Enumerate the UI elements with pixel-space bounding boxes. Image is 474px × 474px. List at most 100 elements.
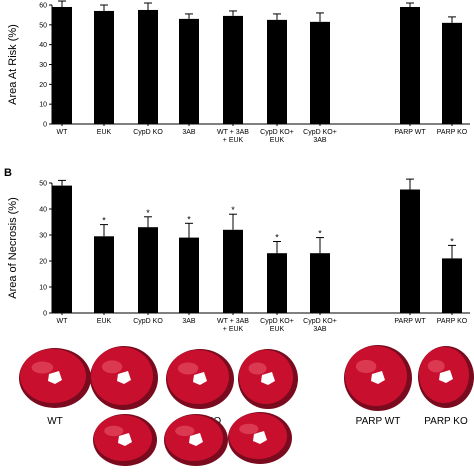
heart-section-image — [93, 414, 157, 466]
x-category-label-line: CypD KO — [133, 318, 163, 325]
panel-b-area-of-necrosis-chart: B 0 10 20 30 40 50 Area of Necrosis (%) * * * * * * * W… — [4, 167, 470, 333]
x-category-label: CypD KO — [133, 318, 163, 325]
x-category-label: PARP WT — [394, 318, 426, 325]
y-tick-label: 40 — [39, 207, 47, 214]
x-category-label: CypD KO+ EUK — [260, 129, 294, 144]
x-category-label-line: CypD KO — [133, 129, 163, 136]
x-category-label-line: EUK — [270, 137, 285, 144]
heart-section-image — [418, 346, 474, 408]
y-axis-label: Area At Risk (%) — [7, 24, 19, 105]
x-category-label: 3AB — [182, 318, 196, 325]
y-tick-label: 0 — [43, 311, 47, 318]
bar — [179, 237, 199, 313]
heart-cavity — [253, 431, 267, 444]
heart-image-label: WT — [47, 416, 63, 427]
bar — [52, 185, 72, 313]
bar — [442, 22, 462, 125]
panel-label: B — [4, 167, 12, 179]
heart-cavity — [48, 371, 62, 384]
heart-cavity — [371, 371, 385, 384]
heart-section-image — [166, 349, 234, 409]
x-category-label-line: PARP WT — [394, 129, 426, 136]
x-category-label: WT + 3AB + EUK — [217, 318, 249, 333]
bar — [138, 227, 158, 313]
y-tick-label: 20 — [39, 82, 47, 89]
x-category-label: EUK — [97, 129, 112, 136]
x-category-label-line: EUK — [97, 129, 112, 136]
heart-cavity — [117, 371, 131, 384]
heart-section-image — [90, 346, 158, 410]
x-category-label: EUK — [97, 318, 112, 325]
bar — [179, 18, 199, 125]
y-tick-label: 30 — [39, 233, 47, 240]
x-category-label: CypD KO — [133, 129, 163, 136]
x-category-label-line: 3AB — [182, 129, 196, 136]
significance-marker: * — [102, 216, 106, 226]
x-category-label: CypD KO+ 3AB — [303, 318, 337, 333]
x-category-label: PARP KO — [437, 129, 468, 136]
x-category-label-line: PARP KO — [437, 318, 468, 325]
significance-marker: * — [146, 208, 150, 218]
heart-highlight — [175, 425, 195, 437]
x-category-label-line: CypD KO+ — [260, 318, 294, 325]
bar — [310, 253, 330, 313]
bar — [52, 6, 72, 125]
bar — [442, 258, 462, 313]
x-category-label: PARP WT — [394, 129, 426, 136]
bar — [267, 19, 287, 124]
heart-cavity — [118, 433, 132, 446]
heart-section-image — [19, 348, 91, 408]
x-category-label: 3AB — [182, 129, 196, 136]
heart-image-label: PARP WT — [356, 416, 401, 427]
heart-section-image — [228, 412, 292, 464]
x-category-label-line: 3AB — [182, 318, 196, 325]
x-category-label-line: WT + 3AB — [217, 318, 249, 325]
heart-highlight — [239, 423, 259, 435]
significance-marker: * — [187, 214, 191, 224]
bar — [267, 253, 287, 313]
bar — [223, 229, 243, 313]
x-category-label-line: CypD KO+ — [260, 129, 294, 136]
y-tick-label: 60 — [39, 3, 47, 10]
bar — [310, 21, 330, 124]
y-tick-label: 20 — [39, 259, 47, 266]
heart-section-image — [238, 349, 298, 409]
heart-cavity — [439, 370, 453, 383]
y-tick-label: 40 — [39, 42, 47, 49]
x-category-label-line: EUK — [97, 318, 112, 325]
y-tick-label: 30 — [39, 62, 47, 69]
x-category-label-line: CypD KO+ — [303, 129, 337, 136]
significance-marker: * — [450, 236, 454, 246]
x-category-label: WT + 3AB + EUK — [217, 129, 249, 144]
x-category-label-line: PARP WT — [394, 318, 426, 325]
heart-cavity — [261, 372, 275, 385]
x-category-label-line: WT — [57, 129, 69, 136]
significance-marker: * — [318, 229, 322, 239]
y-tick-label: 0 — [43, 122, 47, 129]
bar — [400, 189, 420, 313]
significance-marker: * — [231, 205, 235, 215]
heart-section-image — [164, 414, 228, 466]
x-category-label-line: + EUK — [223, 326, 244, 333]
y-tick-label: 50 — [39, 22, 47, 29]
x-category-label: WT — [57, 318, 69, 325]
x-category-label: CypD KO+ EUK — [260, 318, 294, 333]
x-category-label: WT — [57, 129, 69, 136]
heart-cavity — [189, 433, 203, 446]
x-category-label-line: WT — [57, 318, 69, 325]
x-category-label-line: CypD KO+ — [303, 318, 337, 325]
x-category-label-line: EUK — [270, 326, 285, 333]
x-category-label-line: 3AB — [313, 137, 327, 144]
heart-cavity — [193, 372, 207, 385]
y-tick-label: 50 — [39, 181, 47, 188]
x-category-label-line: WT + 3AB — [217, 129, 249, 136]
bar — [94, 10, 114, 125]
y-tick-label: 10 — [39, 102, 47, 109]
x-category-label-line: + EUK — [223, 137, 244, 144]
heart-highlight — [101, 360, 123, 374]
heart-highlight — [355, 359, 377, 374]
heart-image-label: PARP KO — [424, 416, 468, 427]
